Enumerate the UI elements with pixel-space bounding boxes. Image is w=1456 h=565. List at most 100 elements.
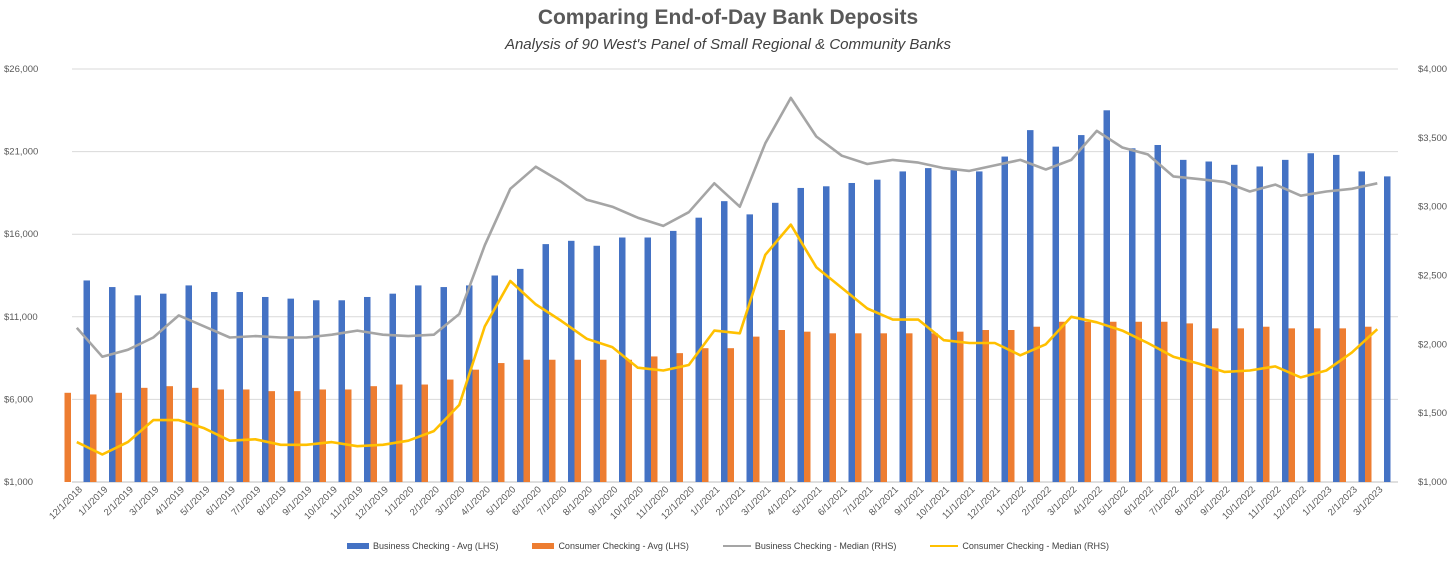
consumer-avg-bar [1135,321,1142,482]
consumer-avg-bar [268,391,275,482]
business-avg-bar [1180,159,1187,483]
business-avg-bar [185,285,192,482]
consumer-avg-bar [1161,321,1168,482]
business-avg-bar [262,296,269,482]
business-avg-bar [211,292,218,482]
right-tick-label: $4,000 [1418,64,1447,75]
consumer-avg-bar [243,389,250,482]
left-tick-label: $1,000 [4,477,33,488]
business-avg-bar [1001,156,1008,482]
consumer-median-line [76,223,1379,456]
business-avg-bar [593,245,600,482]
right-tick-label: $2,000 [1418,339,1447,350]
chart-title: Comparing End-of-Day Bank Deposits [537,6,919,29]
line-series [75,96,1379,456]
chart-subtitle: Analysis of 90 West's Panel of Small Reg… [504,36,952,53]
consumer-avg-bar [753,336,760,482]
business-avg-bar [1052,146,1059,483]
business-avg-bar [644,237,651,482]
consumer-avg-bar [1365,326,1372,482]
legend-label: Business Checking - Avg (LHS) [373,541,499,551]
business-avg-bar [1154,144,1161,482]
consumer-avg-bar [1314,328,1321,482]
business-avg-bar [542,244,549,482]
consumer-avg-bar [574,359,581,482]
consumer-avg-bar [676,353,683,482]
consumer-avg-bar [906,333,913,482]
consumer-avg-bar [804,331,811,482]
consumer-avg-bar [855,333,862,482]
business-avg-bar [568,240,575,482]
business-avg-bar [950,169,957,482]
left-tick-label: $21,000 [4,147,38,158]
consumer-avg-bar [600,359,607,482]
business-avg-bar [772,202,779,482]
business-avg-bar [746,214,753,482]
consumer-avg-bar [447,379,454,482]
business-avg-bar [287,298,294,482]
consumer-avg-bar [396,384,403,482]
consumer-avg-bar [829,333,836,482]
business-avg-bar [160,293,167,482]
consumer-avg-bar [498,363,505,482]
legend-swatch [930,545,959,547]
consumer-avg-bar [727,348,734,482]
right-tick-label: $2,500 [1418,271,1447,282]
consumer-avg-bar [1237,328,1244,482]
business-avg-bar [440,287,447,482]
business-avg-bar [389,293,396,482]
business-avg-bar [1282,159,1289,483]
x-axis: 12/1/20181/1/20192/1/20193/1/20194/1/201… [47,484,1385,522]
consumer-avg-bar [651,356,658,482]
consumer-avg-bar [523,359,530,482]
business-avg-bar [1129,148,1136,482]
business-avg-bar [1103,110,1110,483]
legend-swatch [722,545,751,547]
business-avg-bar [1256,166,1263,482]
business-avg-bar [1358,171,1365,482]
consumer-avg-bar [1008,330,1015,482]
business-avg-bar [364,296,371,482]
legend-label: Business Checking - Median (RHS) [754,541,897,551]
business-avg-bar [236,292,243,482]
business-avg-bar [874,179,881,482]
business-avg-bar [1078,135,1085,482]
consumer-avg-bar [472,369,479,482]
consumer-avg-bar [1263,326,1270,482]
consumer-avg-bar [90,394,97,482]
consumer-avg-bar [1033,326,1040,482]
consumer-avg-bar [370,386,377,482]
business-avg-bar [1333,154,1340,483]
left-tick-label: $11,000 [4,312,38,323]
business-avg-bar [517,268,524,482]
business-avg-bar [976,171,983,482]
left-tick-label: $16,000 [4,229,38,240]
bar-series [64,110,1391,483]
consumer-avg-bar [1110,321,1117,482]
consumer-avg-bar [931,333,938,482]
consumer-avg-bar [982,330,989,482]
consumer-avg-bar [549,359,556,482]
consumer-avg-bar [319,389,326,482]
right-tick-label: $1,000 [1418,477,1447,488]
business-avg-bar [1384,176,1391,482]
consumer-avg-bar [880,333,887,482]
right-tick-label: $3,000 [1418,202,1447,213]
consumer-avg-bar [1339,328,1346,482]
business-avg-bar [721,201,728,482]
consumer-avg-bar [702,348,709,482]
business-avg-bar [899,171,906,482]
left-tick-label: $6,000 [4,394,33,405]
business-avg-bar [338,300,345,482]
right-tick-label: $3,500 [1418,133,1447,144]
consumer-avg-bar [957,331,964,482]
consumer-avg-bar [1059,321,1066,482]
business-avg-bar [83,280,90,482]
consumer-avg-bar [345,389,352,482]
legend-item-consumer-avg: Consumer Checking - Avg (LHS) [532,541,689,551]
left-tick-label: $26,000 [4,64,38,75]
consumer-avg-bar [115,392,122,482]
consumer-avg-bar [141,387,148,482]
consumer-avg-bar [166,386,173,482]
business-avg-bar [313,300,320,482]
